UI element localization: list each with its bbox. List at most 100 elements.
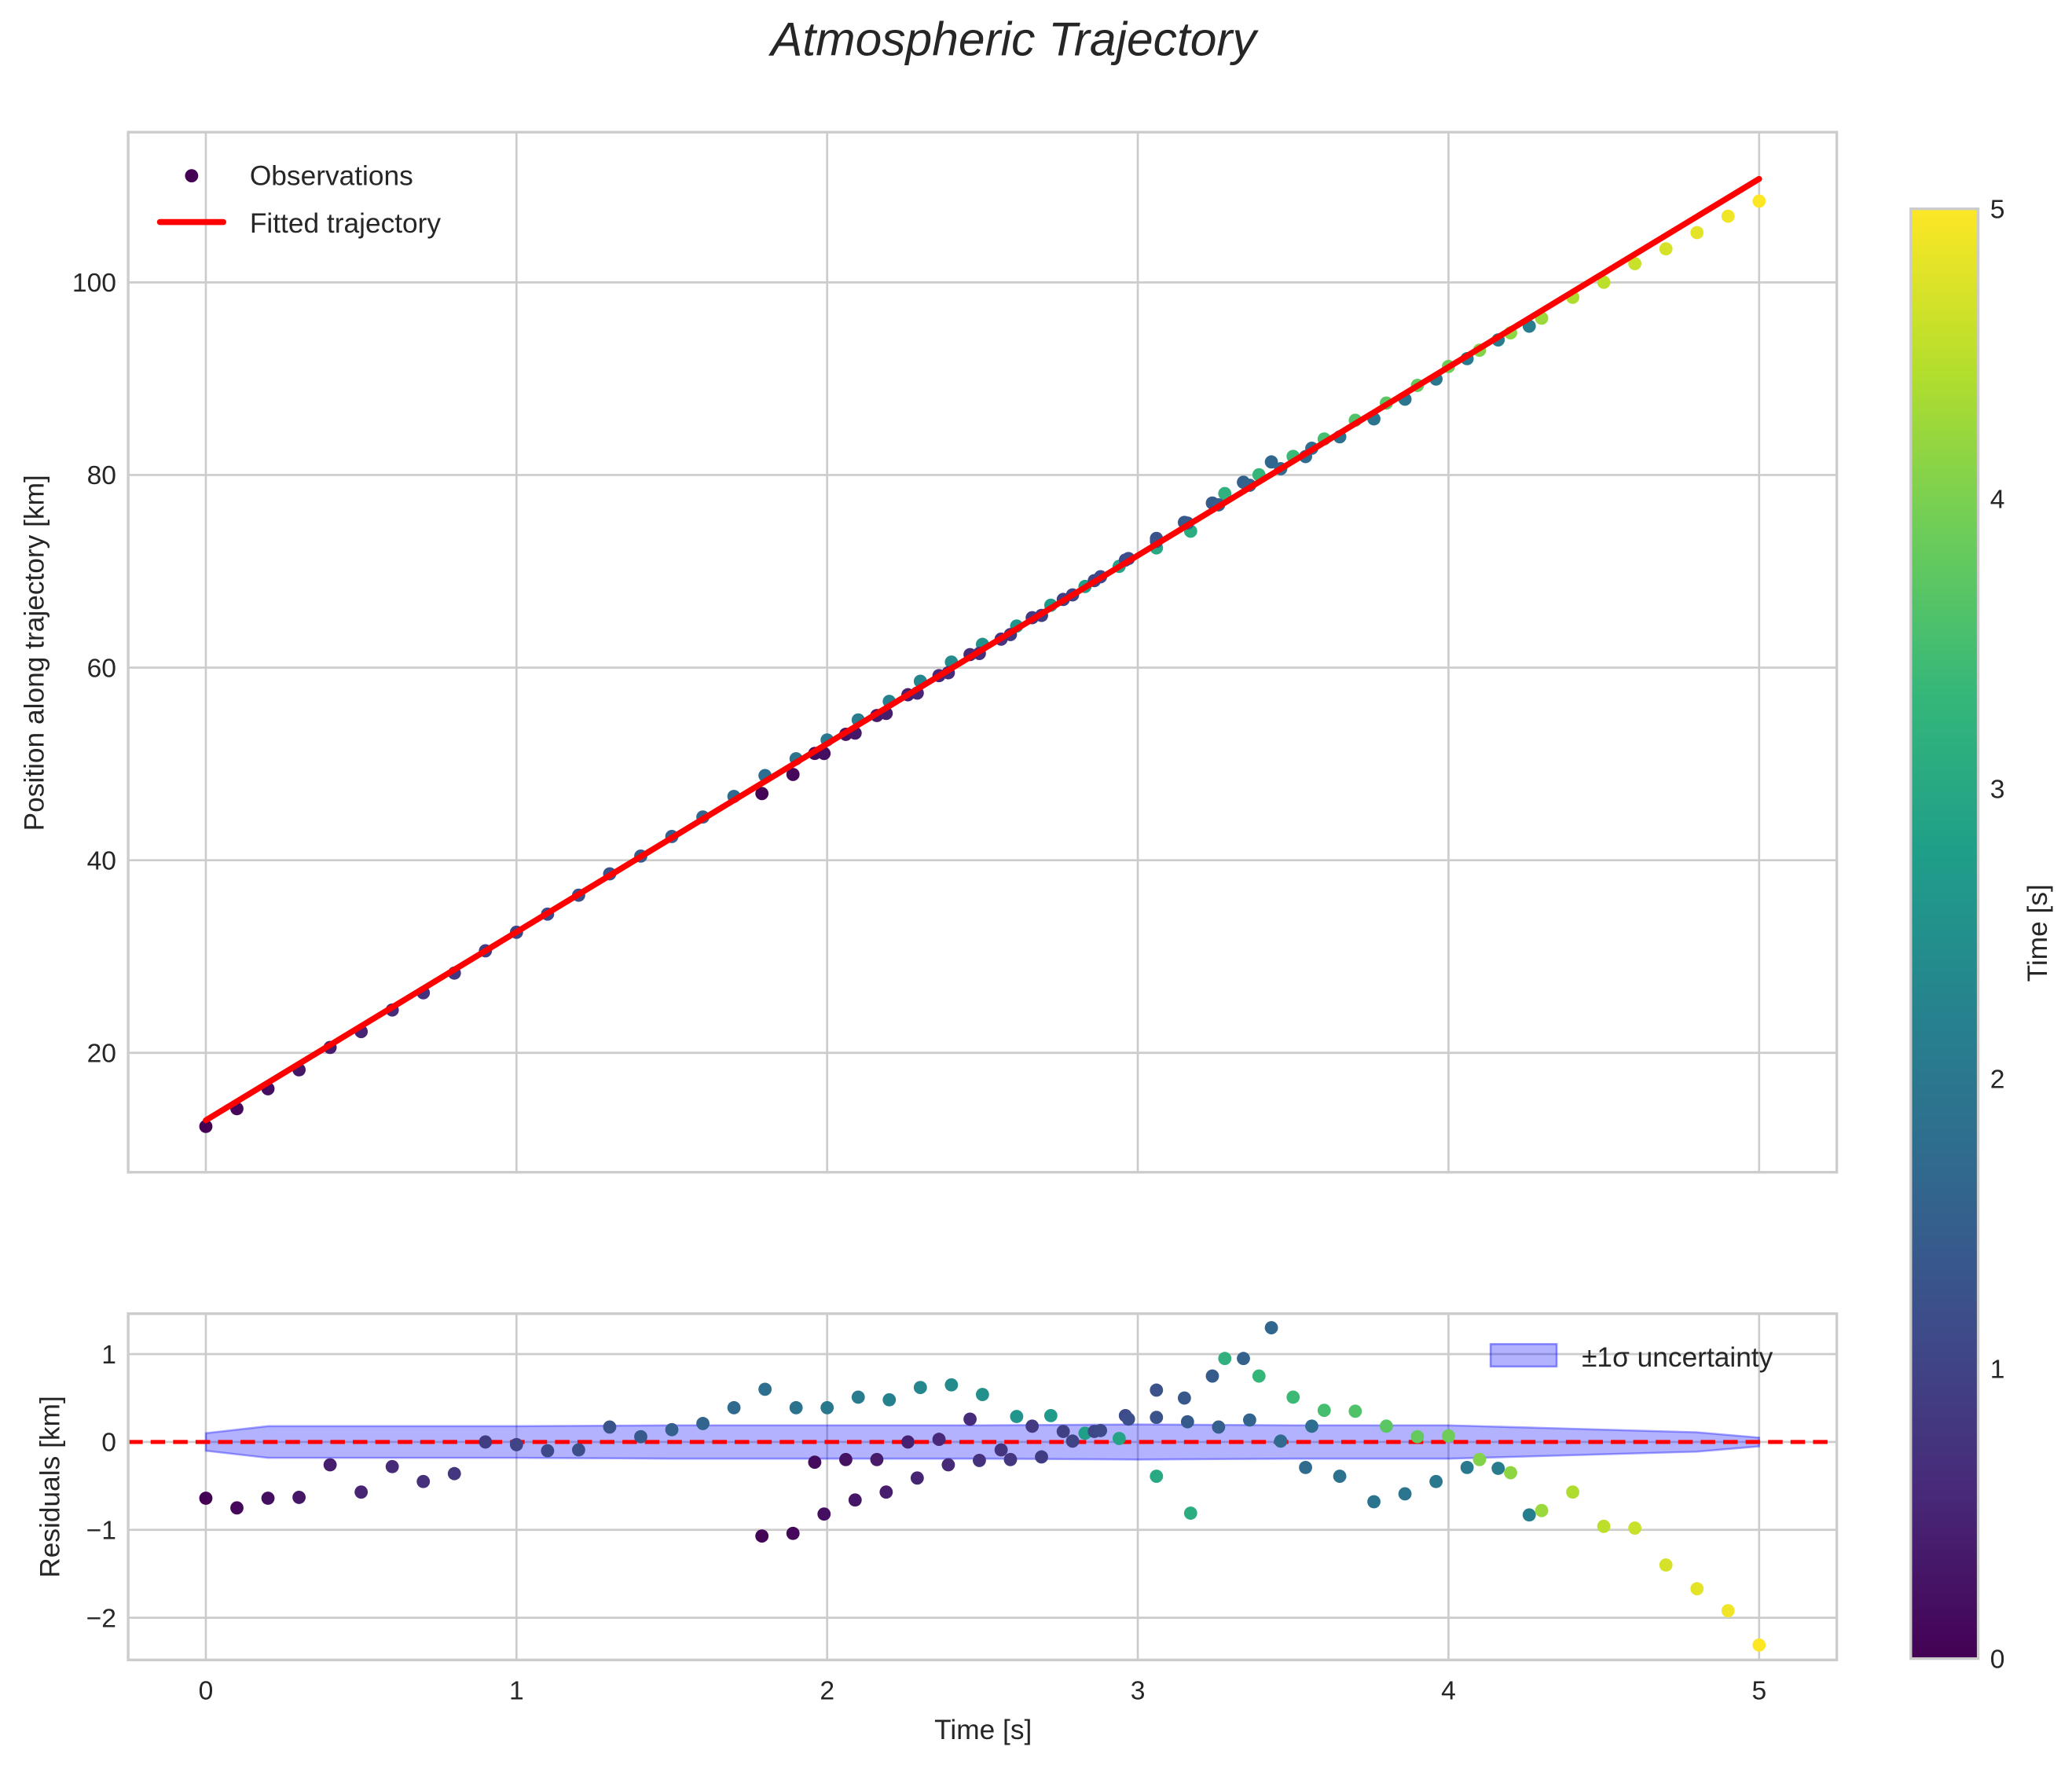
residual-point [323,1458,337,1472]
residual-point [1522,1508,1536,1522]
xtick-label: 5 [1751,1677,1766,1706]
residual-point [1035,1450,1048,1464]
legend-observations-label: Observations [250,160,413,191]
residual-axes: 1 0 −1 −2 0 1 2 3 4 5 Residuals [km] Tim… [35,1312,1839,1745]
residual-point [541,1444,555,1458]
observation-point [199,1119,213,1133]
residual-point [1442,1429,1455,1443]
top-gridlines [128,132,1837,1172]
residual-point [1205,1369,1219,1383]
top-y-tick-labels: 20 40 60 80 100 [72,269,116,1068]
residual-point [882,1393,897,1407]
residual-legend: ±1σ uncertainty [1489,1342,1773,1373]
residual-point [603,1420,617,1434]
residual-gridlines [128,1313,1837,1660]
residual-point [851,1390,865,1404]
observation-points [199,194,1766,1133]
residual-point [1121,1412,1135,1426]
residual-point [1150,1470,1164,1483]
residual-point [975,1388,989,1401]
observation-point [755,787,769,801]
residual-point [808,1455,822,1470]
residual-point [1286,1390,1300,1404]
colorbar-tick-label: 5 [1990,195,2005,224]
residual-point [1180,1415,1194,1429]
top-ytick-label: 60 [87,654,116,683]
residual-point [1752,1638,1766,1652]
residual-ytick-label: 0 [101,1429,116,1458]
residual-point [261,1492,275,1505]
colorbar-tick-label: 2 [1990,1065,2005,1094]
observation-point [1218,486,1232,501]
residual-point [1659,1558,1673,1572]
residual-point [1367,1495,1381,1509]
residual-point [447,1466,461,1481]
xtick-label: 1 [509,1677,524,1706]
residual-point [1150,1411,1164,1425]
xtick-label: 3 [1131,1677,1146,1706]
residual-point [1025,1419,1040,1433]
residual-point [1056,1425,1070,1438]
residual-point [572,1443,585,1457]
residual-point [941,1458,955,1472]
residual-ytick-label: −2 [86,1604,116,1633]
residual-y-axis-label: Residuals [km] [35,1396,66,1577]
legend-band-label: ±1σ uncertainty [1582,1342,1773,1373]
residual-point [727,1400,741,1415]
residual-point [758,1382,772,1396]
residual-point [292,1490,306,1504]
xtick-label: 0 [199,1677,214,1706]
legend-fit-label: Fitted trajectory [250,208,442,239]
residual-point [1252,1369,1266,1383]
residual-point [1183,1506,1197,1520]
x-axis-label: Time [s] [934,1715,1032,1745]
residual-point [944,1378,959,1392]
residual-point [1010,1410,1024,1423]
fitted-trajectory-line [203,175,1762,1124]
colorbar-tick-label: 4 [1990,485,2005,514]
residual-point [1112,1432,1126,1445]
residual-point [1410,1429,1425,1444]
residual-point [1299,1460,1312,1474]
top-legend: Observations Fitted trajectory [156,160,442,239]
residual-y-tick-labels: 1 0 −1 −2 [86,1341,116,1633]
residual-point [479,1435,493,1449]
chart-title: Atmospheric Trajectory [768,13,1260,66]
top-axes-frame [127,130,1839,1174]
top-ytick-label: 40 [87,846,116,875]
residual-point [354,1485,369,1499]
residual-point [1429,1474,1443,1488]
residual-point [820,1400,834,1415]
residual-point [1003,1452,1018,1466]
legend-band-swatch [1489,1343,1558,1368]
top-axes: 20 40 60 80 100 Position along trajector… [19,130,1839,1174]
residual-ytick-label: 1 [101,1341,116,1370]
residual-point [1535,1503,1549,1517]
residual-point [1348,1404,1362,1418]
observation-point [1597,275,1611,289]
top-ytick-label: 100 [72,269,116,298]
residual-point [973,1454,986,1467]
residual-point [1065,1434,1080,1448]
residual-point [932,1433,946,1447]
residual-point [1491,1462,1505,1475]
xtick-label: 4 [1441,1677,1456,1706]
residual-point [1043,1408,1058,1422]
colorbar-label: Time [s] [2022,884,2053,982]
residual-point [901,1435,915,1449]
colorbar: 0 1 2 3 4 5 Time [s] [1909,195,2053,1674]
residual-point [509,1437,523,1451]
residual-point [1212,1420,1226,1434]
colorbar-tick-label: 3 [1990,775,2005,804]
residual-axes-frame [127,1312,1839,1661]
residual-point [1237,1352,1250,1366]
xtick-label: 2 [820,1677,834,1706]
residual-point [1274,1434,1288,1448]
residual-point [1398,1487,1412,1501]
observation-point [786,768,800,781]
residual-point [634,1429,647,1444]
legend-observations-marker [185,169,199,183]
observation-point [1628,257,1642,270]
colorbar-tick-label: 0 [1990,1645,2005,1674]
residual-point [1150,1383,1164,1397]
